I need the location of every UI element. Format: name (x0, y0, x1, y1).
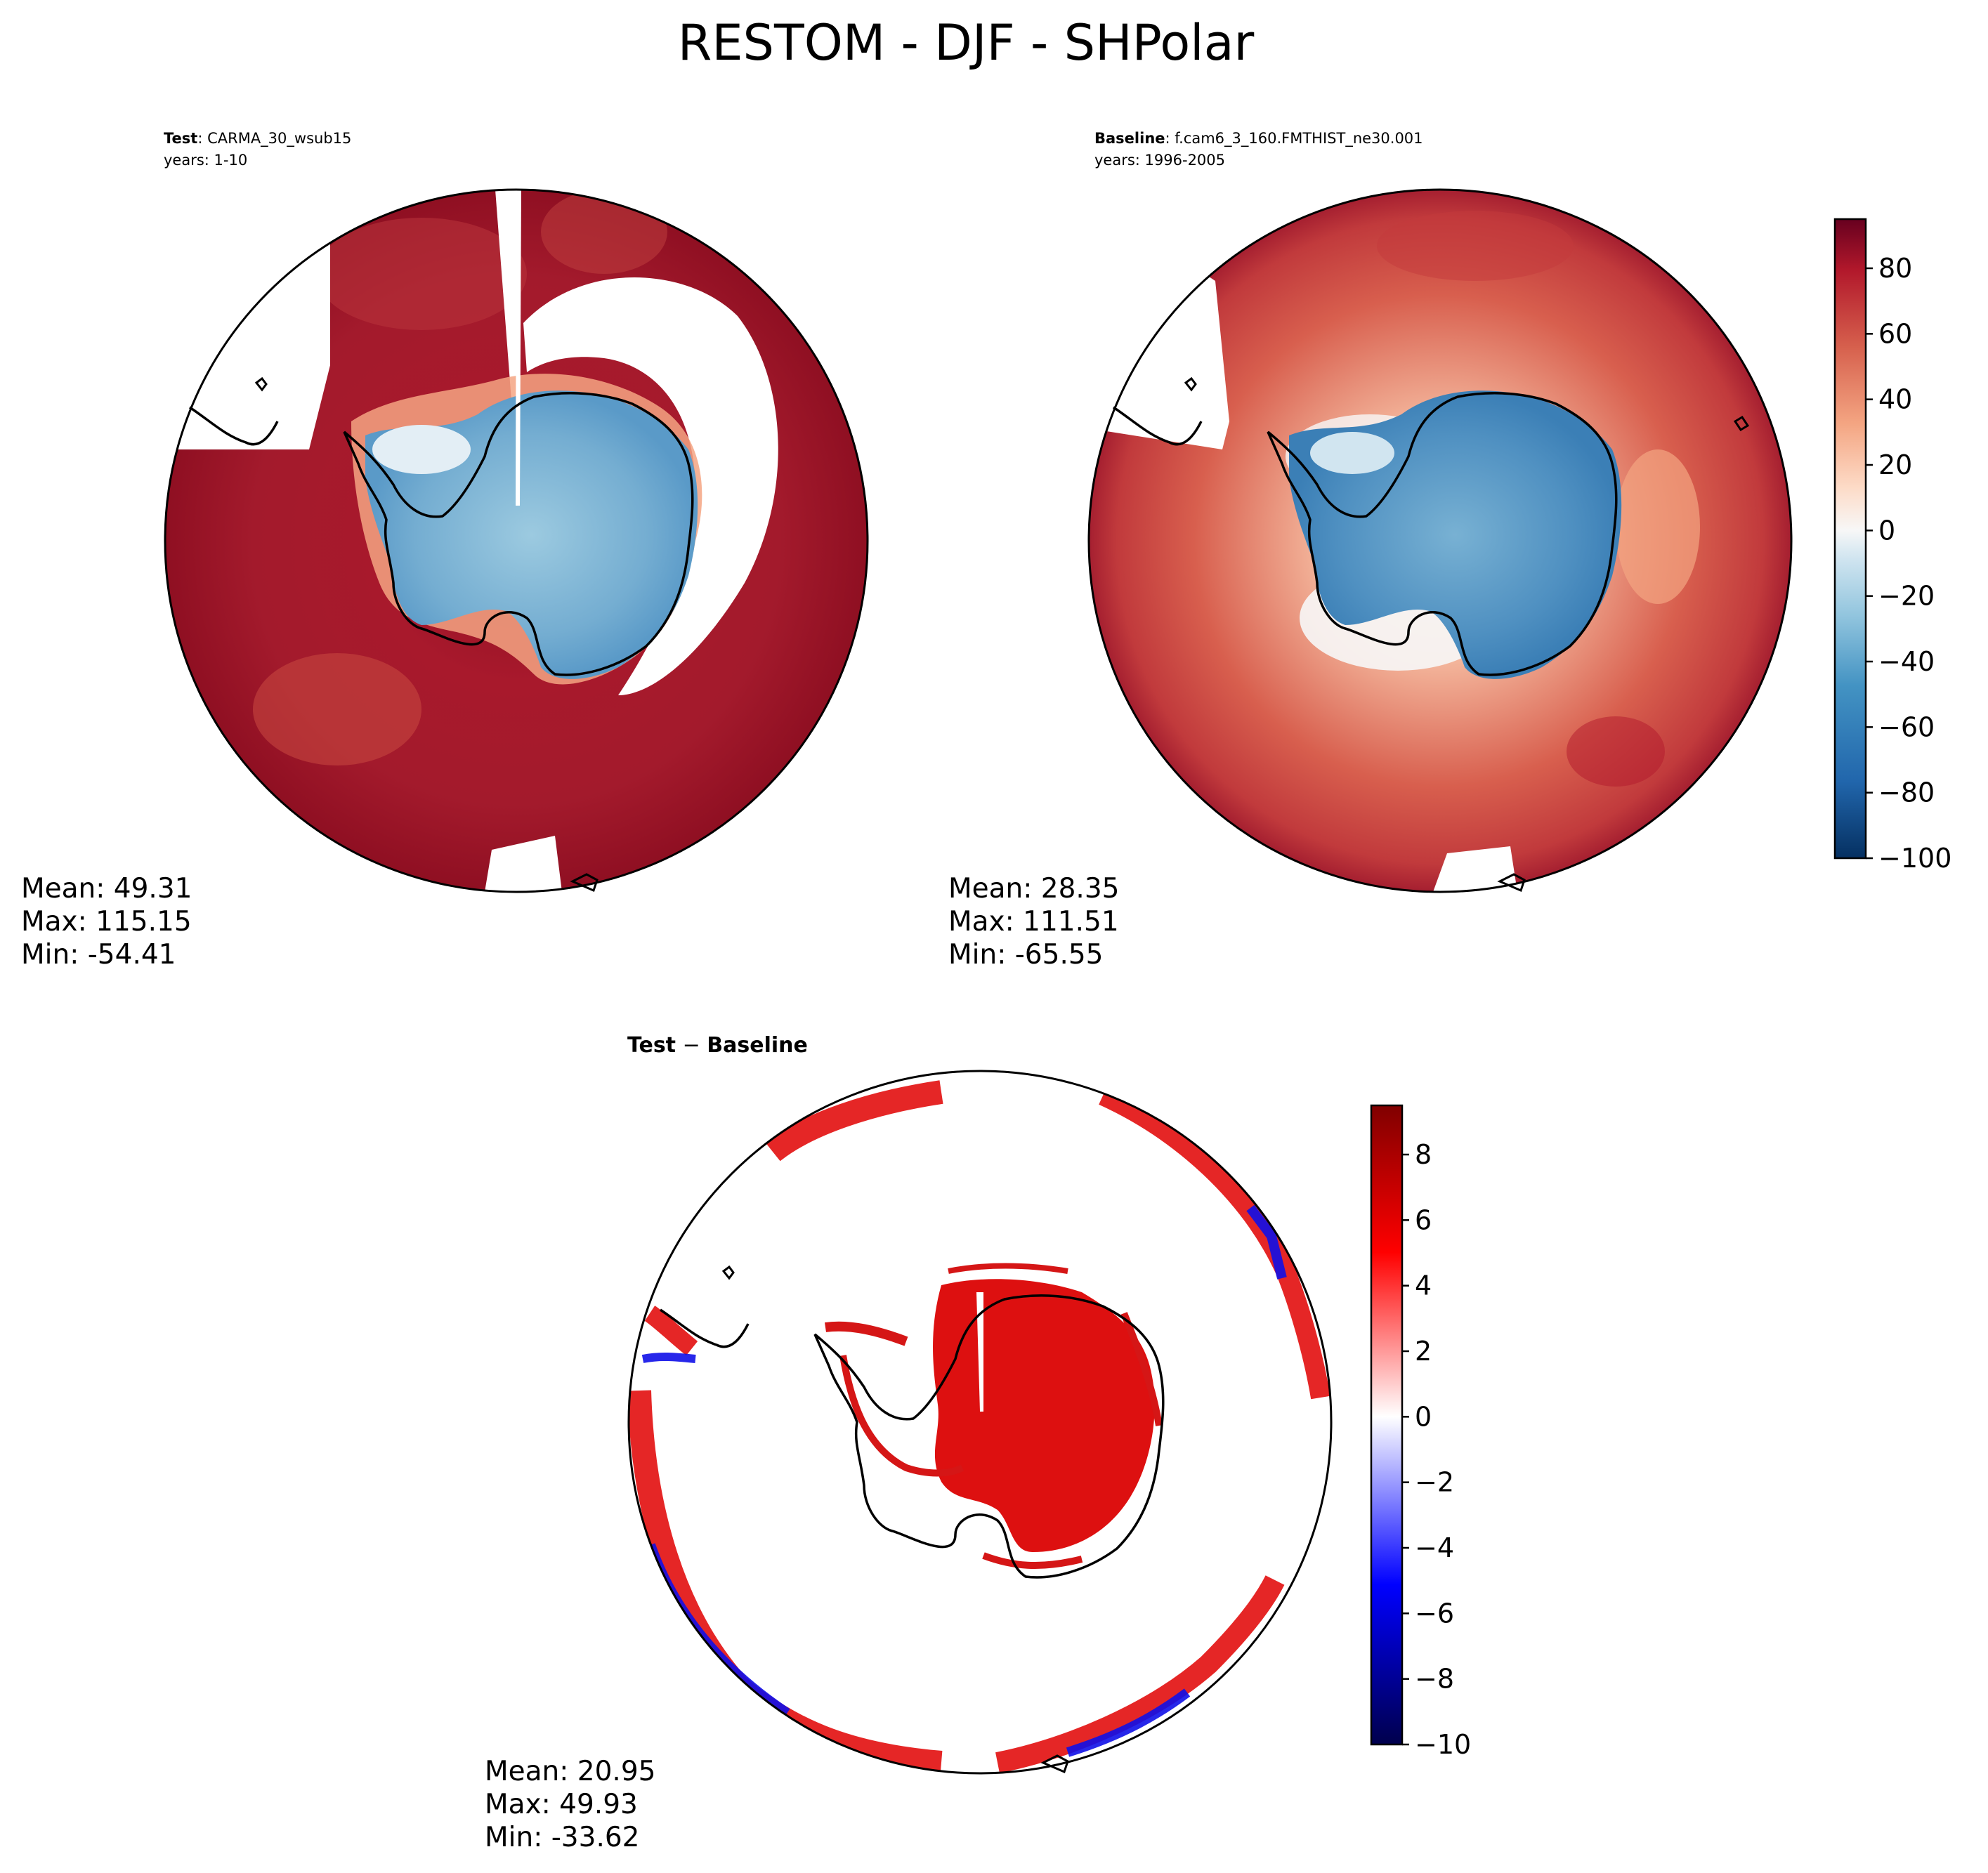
missing-data-ring (523, 277, 778, 695)
coastline-island-test (570, 873, 599, 893)
field-blob-baseline (1377, 211, 1574, 281)
colorbar-diff-bar (1370, 1104, 1404, 1746)
field-diff-ring (765, 1080, 943, 1162)
panel-test-label-bold: Test (164, 130, 197, 147)
colorbar-main-tick-label: −100 (1878, 843, 1951, 874)
panel-diff-label-bold: Test (627, 1033, 676, 1058)
coastline-south-america-test (189, 406, 279, 446)
figure-title: RESTOM - DJF - SHPolar (678, 14, 1255, 72)
colorbar-diff-tick-label: 4 (1415, 1270, 1432, 1301)
panel-diff-label-bold2: Baseline (707, 1033, 808, 1058)
field-diff-peninsula (825, 1321, 908, 1346)
panel-test: Test: CARMA_30_wsub15 years: 1-10 (21, 130, 869, 971)
field-diff-coastal (1120, 1312, 1163, 1426)
coastline-island-baseline (1184, 376, 1197, 392)
panel-baseline-label-bold: Baseline (1094, 130, 1165, 147)
colorbar-main-tick-label: 80 (1878, 253, 1912, 284)
panel-baseline-years: years: 1996-2005 (1094, 152, 1225, 169)
colorbar-diff-tick-label: −6 (1415, 1598, 1454, 1629)
coastline-antarctica-diff (813, 1294, 1165, 1579)
panel-test-label-case: : CARMA_30_wsub15 (197, 130, 351, 147)
stat-mean-diff: Mean: 20.95 (485, 1756, 655, 1787)
colorbar-main-ticks: 80 60 40 20 0 −20 −40 −60 −80 −100 (1866, 253, 1951, 874)
map-test (165, 190, 868, 892)
panel-baseline: Baseline: f.cam6_3_160.FMTHIST_ne30.001 … (948, 130, 1793, 971)
colorbar-main-tick-label: −80 (1878, 777, 1935, 808)
stat-min-baseline: Min: -65.55 (948, 939, 1103, 971)
coastline-island-baseline (1733, 415, 1750, 432)
colorbar-diff-tick-label: 2 (1415, 1336, 1432, 1367)
field-diff-antarctica (933, 1279, 1155, 1552)
colorbar-diff-tick-label: −10 (1415, 1729, 1471, 1760)
panel-diff-label-sep: − (676, 1033, 707, 1058)
field-diff-coastal (948, 1263, 1068, 1274)
colorbar-main-tick-label: 40 (1878, 384, 1912, 415)
coastline-antarctica-test (343, 392, 694, 676)
colorbar-main-tick-label: 20 (1878, 449, 1912, 480)
colorbar-diff-tick-label: 8 (1415, 1139, 1432, 1170)
coastline-antarctica-baseline (1267, 392, 1618, 676)
panel-diff-label: Test − Baseline (627, 1033, 808, 1058)
field-diff-coastal (839, 1355, 964, 1477)
map-diff (629, 1071, 1331, 1773)
colorbar-diff-tick-label: 0 (1415, 1401, 1432, 1432)
coastline-south-america-diff (660, 1308, 750, 1348)
stat-mean-test: Mean: 49.31 (21, 873, 192, 905)
colorbar-diff-tick-label: −2 (1415, 1467, 1454, 1498)
coastline-island-diff (721, 1265, 735, 1280)
colorbar-main: 80 60 40 20 0 −20 −40 −60 −80 −100 (1833, 218, 1951, 874)
colorbar-main-tick-label: −20 (1878, 581, 1935, 612)
colorbar-diff: 8 6 4 2 0 −2 −4 −6 −8 −10 (1370, 1104, 1471, 1760)
field-diff-ring-neg (1246, 1204, 1287, 1280)
colorbar-diff-ticks: 8 6 4 2 0 −2 −4 −6 −8 −10 (1402, 1139, 1471, 1760)
missing-data-region (485, 836, 562, 892)
map-boundary-baseline (1087, 188, 1793, 893)
panel-test-years: years: 1-10 (164, 152, 247, 169)
field-diff-ring (644, 1306, 698, 1356)
stat-max-test: Max: 115.15 (21, 906, 192, 938)
panel-baseline-label-case: : f.cam6_3_160.FMTHIST_ne30.001 (1165, 130, 1423, 147)
coastline-island-baseline (1497, 873, 1526, 893)
colorbar-diff-tick-label: −4 (1415, 1532, 1454, 1563)
field-diff-ring-neg (1066, 1688, 1191, 1757)
field-blob-test (541, 190, 667, 274)
field-blob-baseline (1616, 449, 1700, 604)
panel-diff: Test − Baseline (485, 1033, 1333, 1853)
missing-data-region (1433, 846, 1517, 892)
colorbar-main-tick-label: 60 (1878, 318, 1912, 349)
field-blob-baseline (1567, 716, 1665, 787)
field-peninsula-test (372, 425, 471, 474)
colorbar-main-bar (1833, 218, 1867, 860)
field-blob-test (253, 653, 421, 765)
stat-max-diff: Max: 49.93 (485, 1789, 638, 1820)
field-diff-ring (995, 1575, 1285, 1773)
stat-min-diff: Min: -33.62 (485, 1822, 639, 1853)
coastline-island-test (254, 376, 268, 392)
field-diff-ring-neg (641, 1352, 696, 1363)
field-blob-test (316, 218, 527, 330)
missing-data-seam (495, 190, 518, 400)
missing-data-seam (976, 1292, 983, 1412)
panel-test-label: Test: CARMA_30_wsub15 (164, 130, 351, 147)
stat-min-test: Min: -54.41 (21, 939, 176, 971)
colorbar-main-tick-label: −60 (1878, 711, 1935, 742)
stat-max-baseline: Max: 111.51 (948, 906, 1119, 938)
field-diff-coastal (982, 1552, 1083, 1570)
colorbar-main-tick-label: −40 (1878, 646, 1935, 677)
field-peninsula-baseline (1310, 432, 1394, 474)
missing-data-seam (516, 190, 521, 506)
coastline-south-america-baseline (1113, 406, 1203, 446)
colorbar-main-tick-label: 0 (1878, 515, 1895, 546)
map-boundary-diff (627, 1070, 1333, 1775)
map-boundary-test (164, 188, 869, 893)
colorbar-diff-tick-label: −8 (1415, 1664, 1454, 1695)
panel-baseline-label: Baseline: f.cam6_3_160.FMTHIST_ne30.001 (1094, 130, 1423, 147)
stat-mean-baseline: Mean: 28.35 (948, 873, 1119, 905)
colorbar-diff-tick-label: 6 (1415, 1204, 1432, 1235)
map-baseline (1089, 190, 1791, 892)
